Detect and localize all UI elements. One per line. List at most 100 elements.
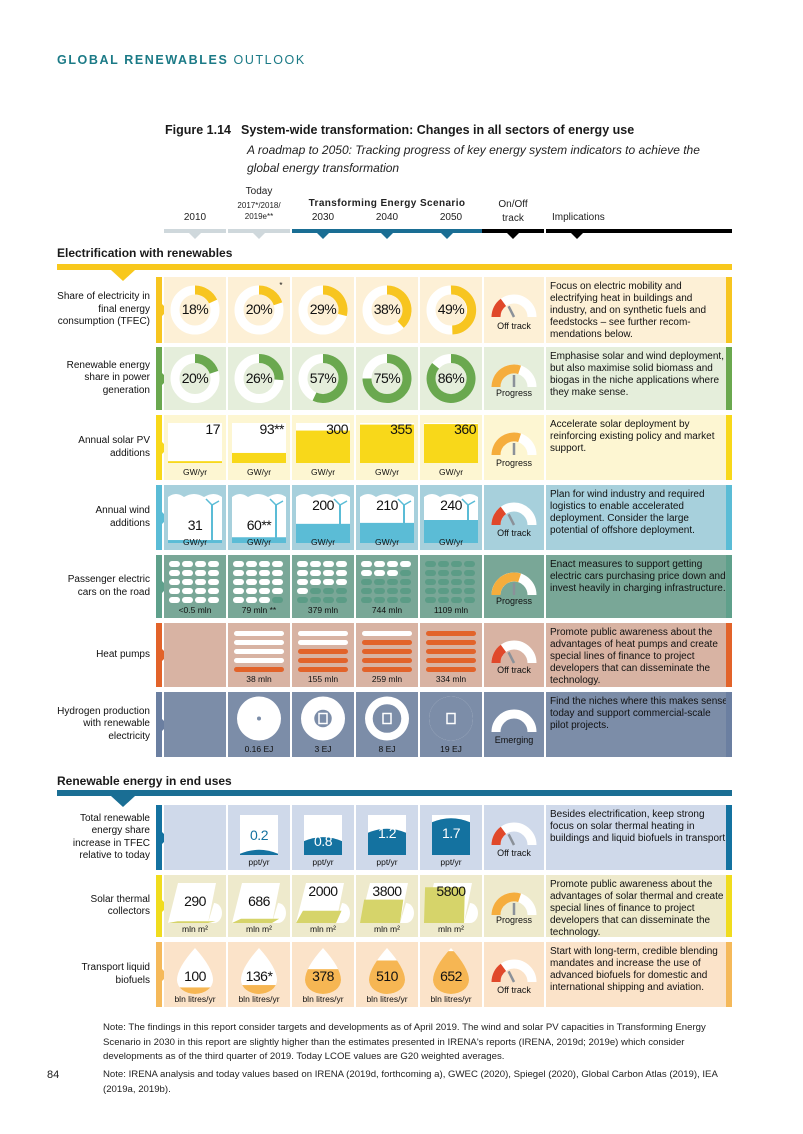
value-cell: 93** GW/yr [228, 415, 290, 480]
value-cell: 334 mln [420, 623, 482, 687]
track-status: Off track [497, 528, 531, 538]
implication-text: Promote public awareness about the advan… [550, 627, 718, 686]
car-grid [169, 561, 219, 603]
unit-label: GW/yr [438, 467, 464, 477]
unit-label: ppt/yr [440, 857, 462, 867]
track-status: Off track [497, 848, 531, 858]
value-cell: 1.2 ppt/yr [356, 805, 418, 870]
value-cell: 38 mln [228, 623, 290, 687]
solar-collector-fill [424, 883, 478, 923]
figure-number: Figure 1.14 [165, 123, 231, 137]
value-cell: 744 mln [356, 555, 418, 618]
value-label: 18% [181, 301, 209, 317]
value-label: 1109 mln [433, 605, 469, 615]
row-accent-right [726, 942, 732, 1007]
value-cell: 379 mln [292, 555, 354, 618]
unit-label: mln m² [374, 924, 400, 934]
wind-turbine-fill [296, 494, 350, 543]
car-grid [297, 561, 347, 603]
value-cell: 20% * [228, 277, 290, 343]
track-gauge [491, 709, 537, 733]
unit-label: mln m² [246, 924, 272, 934]
track-status: Progress [495, 388, 532, 398]
header-bar-today [228, 229, 290, 233]
header-marker [253, 233, 265, 239]
implication-cell: Start with long-term, credible blending … [546, 942, 732, 1007]
indicator-row: Heat pumps 38 mln 155 mln 259 mln 334 mln Off… [57, 623, 732, 687]
value-label: 17 [205, 421, 220, 437]
section-title-end-uses: Renewable energy in end uses [57, 774, 232, 788]
value-cell: 49% [420, 277, 482, 343]
row-accent [156, 875, 168, 937]
solar-panel-fill [424, 423, 478, 463]
track-status: Progress [495, 596, 532, 606]
col-scenario: Transforming Energy Scenario [308, 198, 466, 209]
track-gauge [491, 640, 537, 664]
implication-text: Start with long-term, credible blending … [550, 946, 718, 993]
row-accent-right [726, 555, 732, 618]
value-label: 300 [326, 421, 348, 437]
track-gauge [491, 892, 537, 916]
track-status: Emerging [494, 735, 534, 745]
value-cell: <0.5 mln [164, 555, 226, 618]
page-number: 84 [47, 1069, 60, 1081]
row-label: Transport liquid biofuels [81, 962, 150, 986]
hydrogen-disc [301, 696, 345, 741]
implication-text: Plan for wind industry and required logi… [550, 489, 705, 536]
track-cell: Progress [484, 875, 544, 937]
value-cell: 0.2 ppt/yr [228, 805, 290, 870]
implication-cell: Plan for wind industry and required logi… [546, 485, 732, 550]
wave-fill [240, 815, 278, 855]
solar-panel-fill [296, 423, 350, 463]
unit-label: mln m² [310, 924, 336, 934]
row-label: Passenger electric cars on the road [67, 574, 150, 598]
track-cell: Off track [484, 623, 544, 687]
row-accent [156, 942, 168, 1007]
value-label: 79 mln ** [241, 605, 277, 615]
car-grid [425, 561, 475, 603]
value-label: <0.5 mln [178, 605, 212, 615]
donut-chart [170, 354, 220, 403]
value-cell: 57% [292, 347, 354, 410]
value-cell: 86% [420, 347, 482, 410]
implication-cell: Besides electrification, keep strong foc… [546, 805, 732, 870]
value-cell: 8 EJ [356, 692, 418, 757]
value-cell: 5800 mln m² [420, 875, 482, 937]
note-findings: Note: The findings in this report consid… [103, 1022, 706, 1062]
value-cell: 19 EJ [420, 692, 482, 757]
unit-label: GW/yr [182, 537, 208, 547]
value-label: 240 [440, 497, 462, 513]
value-cell [164, 623, 226, 687]
track-cell: Emerging [484, 692, 544, 757]
row-label: Solar thermal collectors [90, 893, 150, 918]
value-label: 38% [373, 301, 401, 317]
heat-coil [298, 631, 348, 672]
row-accent [156, 415, 168, 480]
header-marker [381, 233, 393, 239]
solar-collector-fill [232, 883, 286, 923]
wind-turbine-fill [360, 494, 414, 543]
heat-coil [362, 631, 412, 672]
row-label: Annual wind additions [95, 505, 150, 529]
row-accent-right [726, 692, 732, 757]
header-marker [571, 233, 583, 239]
unit-label: bln litres/yr [174, 994, 216, 1004]
value-cell: 60** GW/yr [228, 485, 290, 550]
value-cell: 290 mln m² [164, 875, 226, 937]
value-cell: 3800 mln m² [356, 875, 418, 937]
value-label: 3800 [372, 883, 402, 899]
indicator-row: Passenger electric cars on the road <0.5 … [57, 555, 732, 618]
value-label: 136* [245, 968, 273, 984]
unit-label: GW/yr [182, 467, 208, 477]
track-cell: Progress [484, 347, 544, 410]
col-implications: Implications [552, 212, 605, 223]
col-track1: On/Off [498, 199, 528, 210]
row-accent [156, 485, 168, 550]
value-cell: 259 mln [356, 623, 418, 687]
figure-subtitle: A roadmap to 2050: Tracking progress of … [247, 143, 700, 175]
unit-label: bln litres/yr [238, 994, 280, 1004]
row-label: Hydrogen production with renewable elect… [57, 705, 150, 742]
row-accent [156, 805, 168, 870]
row-accent-right [726, 485, 732, 550]
unit-label: mln m² [182, 924, 208, 934]
